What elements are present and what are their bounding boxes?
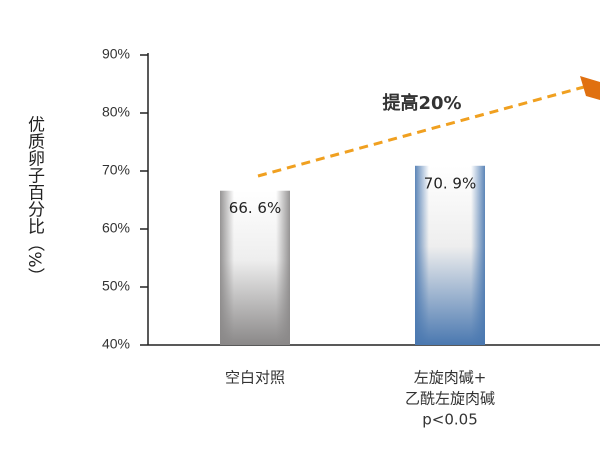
annotation: 提高20% [382, 92, 461, 114]
y-tick-label: 70% [102, 162, 130, 178]
trend-arrow [257, 85, 585, 178]
y-tick-label: 40% [102, 336, 130, 352]
y-tick-label: 90% [102, 46, 130, 62]
value-label: 70. 9% [424, 174, 476, 192]
x-tick-label: 左旋肉碱+ [414, 369, 487, 387]
y-axis-label: 优质卵子百分比（%） [24, 115, 45, 284]
x-tick-label: 乙酰左旋肉碱 [405, 390, 495, 408]
arrow-head [580, 76, 600, 100]
x-tick-label: p<0.05 [422, 411, 478, 429]
value-label: 66. 6% [229, 199, 281, 217]
bar-shade [220, 190, 290, 345]
y-tick-label: 50% [102, 278, 130, 294]
y-tick-label: 60% [102, 220, 130, 236]
bar-shade [415, 165, 485, 345]
y-tick-label: 80% [102, 104, 130, 120]
x-tick-label: 空白对照 [225, 369, 285, 387]
